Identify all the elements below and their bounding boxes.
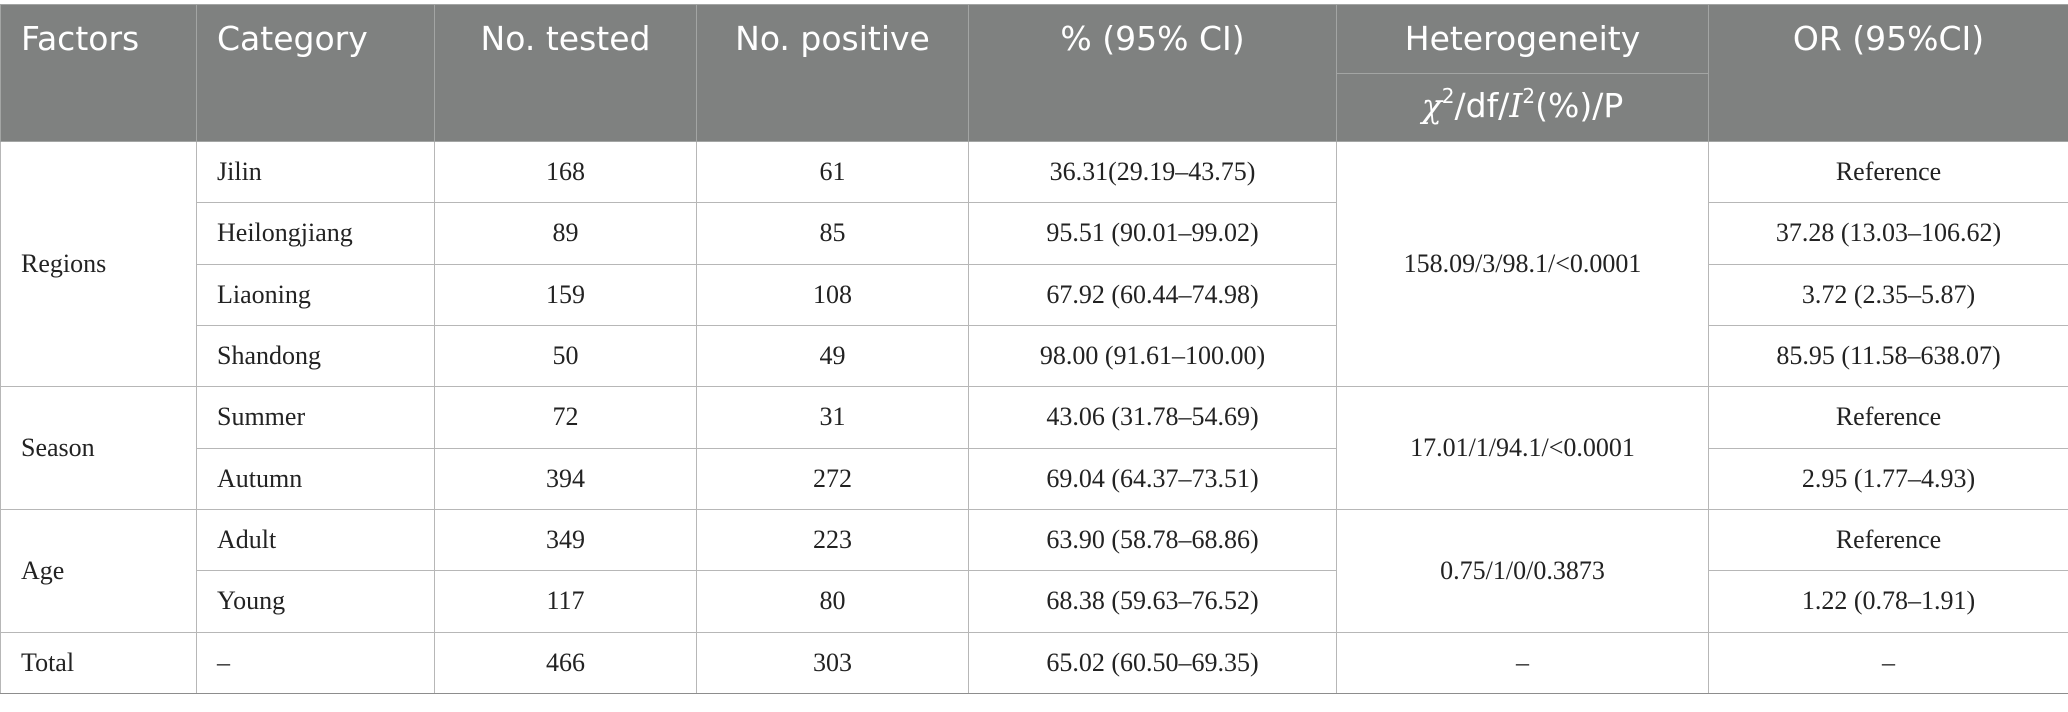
percent-ci-cell: 68.38 (59.63–76.52) [968,570,1337,633]
header-factors: Factors [0,4,197,142]
heterogeneity-cell: – [1336,631,1709,695]
table-row: Liaoning 159 108 67.92 (60.44–74.98) 3.7… [1,263,2068,326]
table-header: Factors Category No. tested No. positive… [0,4,2068,142]
positive-cell: 272 [696,447,969,510]
tested-cell: 89 [434,202,697,265]
table-row: Season Summer 72 31 43.06 (31.78–54.69) … [0,386,2068,510]
or-ci-cell: Reference [1708,140,2068,204]
percent-ci-cell: 95.51 (90.01–99.02) [968,202,1337,265]
positive-cell: 303 [696,631,969,695]
percent-ci-cell: 98.00 (91.61–100.00) [968,324,1337,388]
percent-ci-cell: 43.06 (31.78–54.69) [968,386,1337,449]
positive-cell: 80 [696,570,969,633]
table-row: Heilongjiang 89 85 95.51 (90.01–99.02) 3… [1,202,2068,265]
table-row: Autumn 394 272 69.04 (64.37–73.51) 2.95 … [1,447,2068,510]
or-ci-cell: – [1708,631,2068,695]
header-heterogeneity-stats: χ2/df/I2(%)/P [1336,73,1709,142]
factor-cell: Total [0,631,197,695]
or-ci-cell: Reference [1708,386,2068,449]
or-ci-cell: 85.95 (11.58–638.07) [1708,324,2068,388]
category-cell: Liaoning [196,263,435,326]
category-cell: – [196,631,435,695]
header-positive: No. positive [696,4,969,142]
results-table: Factors Category No. tested No. positive… [0,4,2068,695]
table-row: Regions Jilin 168 61 36.31(29.19–43.75) … [0,140,2068,388]
factor-cell: Season [0,386,197,510]
or-ci-cell: 37.28 (13.03–106.62) [1708,202,2068,265]
positive-cell: 108 [696,263,969,326]
tested-cell: 159 [434,263,697,326]
heterogeneity-cell: 17.01/1/94.1/<0.0001 [1336,386,1709,510]
table-body: Regions Jilin 168 61 36.31(29.19–43.75) … [0,140,2068,695]
tested-cell: 50 [434,324,697,388]
tested-cell: 117 [434,570,697,633]
header-heterogeneity: Heterogeneity [1336,4,1709,74]
tested-cell: 168 [434,140,697,204]
positive-cell: 61 [696,140,969,204]
i-symbol: I [1509,86,1523,125]
tested-cell: 394 [434,447,697,510]
percent-ci-cell: 69.04 (64.37–73.51) [968,447,1337,510]
positive-cell: 49 [696,324,969,388]
tested-cell: 72 [434,386,697,449]
category-cell: Autumn [196,447,435,510]
positive-cell: 31 [696,386,969,449]
tested-cell: 466 [434,631,697,695]
chi-symbol: χ [1421,86,1442,125]
percent-ci-cell: 67.92 (60.44–74.98) [968,263,1337,326]
category-cell: Jilin [196,140,435,204]
category-cell: Summer [196,386,435,449]
or-ci-cell: Reference [1708,508,2068,572]
table-row: Young 117 80 68.38 (59.63–76.52) 1.22 (0… [1,570,2068,633]
category-cell: Shandong [196,324,435,388]
factor-cell: Regions [0,140,197,388]
tested-cell: 349 [434,508,697,572]
percent-ci-cell: 63.90 (58.78–68.86) [968,508,1337,572]
table-row-total: Total – 466 303 65.02 (60.50–69.35) – – [0,631,2068,695]
or-ci-cell: 2.95 (1.77–4.93) [1708,447,2068,510]
heterogeneity-cell: 158.09/3/98.1/<0.0001 [1336,140,1709,388]
heterogeneity-cell: 0.75/1/0/0.3873 [1336,508,1709,633]
factor-cell: Age [0,508,197,633]
or-ci-cell: 1.22 (0.78–1.91) [1708,570,2068,633]
category-cell: Young [196,570,435,633]
positive-cell: 85 [696,202,969,265]
or-ci-cell: 3.72 (2.35–5.87) [1708,263,2068,326]
table-row: Age Adult 349 223 63.90 (58.78–68.86) 0.… [0,508,2068,633]
header-category: Category [196,4,435,142]
table-row: Shandong 50 49 98.00 (91.61–100.00) 85.9… [1,324,2068,388]
category-cell: Heilongjiang [196,202,435,265]
positive-cell: 223 [696,508,969,572]
header-or-ci: OR (95%CI) [1708,4,2068,142]
header-tested: No. tested [434,4,697,142]
category-cell: Adult [196,508,435,572]
percent-ci-cell: 36.31(29.19–43.75) [968,140,1337,204]
header-percent-ci: % (95% CI) [968,4,1337,142]
percent-ci-cell: 65.02 (60.50–69.35) [968,631,1337,695]
